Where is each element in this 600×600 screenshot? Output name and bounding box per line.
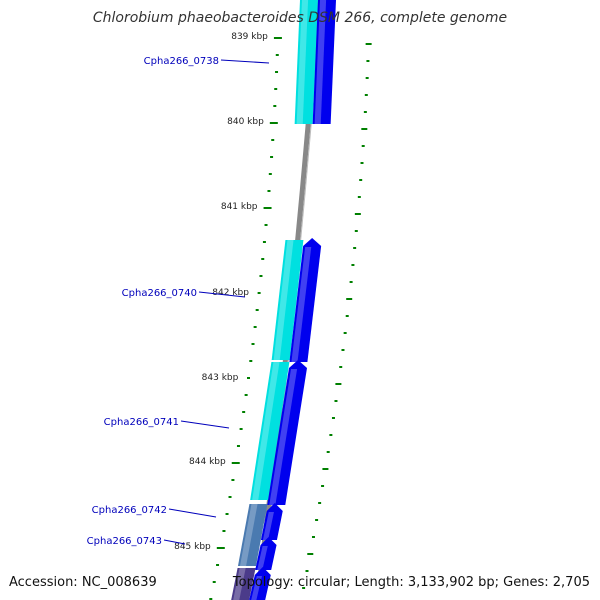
cds-forward xyxy=(255,537,277,570)
cds-forward xyxy=(289,238,322,362)
gene-leader-line xyxy=(220,59,270,64)
outer-tick-marks xyxy=(302,43,372,589)
cds-reverse-shade xyxy=(296,0,309,124)
gene-leader-line xyxy=(163,539,186,545)
cds-reverse xyxy=(294,0,318,124)
cds-forward xyxy=(249,567,271,600)
cds-reverse-shade xyxy=(239,504,258,566)
cds-forward-shade xyxy=(251,576,262,600)
ruler-label: 840 kbp xyxy=(227,117,264,127)
cds-reverse xyxy=(231,568,256,600)
ruler-labels: 839 kbp 840 kbp 841 kbp 842 kbp 843 kbp 844 k… xyxy=(174,32,268,552)
ruler-label: 841 kbp xyxy=(221,202,258,212)
cds-reverse-shade xyxy=(273,240,294,360)
gene-label: Cpha266_0742 xyxy=(92,505,167,516)
cds-reverse xyxy=(250,362,290,500)
gene-label: Cpha266_0741 xyxy=(104,417,179,428)
ruler-label: 845 kbp xyxy=(174,542,211,552)
cds-forward-shade xyxy=(269,369,298,505)
cds-forward xyxy=(260,503,283,540)
cds-forward xyxy=(267,360,308,505)
topology-text: Topology: circular; Length: 3,133,902 bp… xyxy=(232,575,590,590)
gene-label: Cpha266_0740 xyxy=(122,288,197,299)
cds-forward-shade xyxy=(262,512,274,540)
cds-features xyxy=(231,0,336,600)
cds-forward-shade xyxy=(291,247,312,362)
map-title: Chlorobium phaeobacteroides DSM 266, com… xyxy=(92,10,508,26)
cds-reverse-shade xyxy=(252,362,280,500)
gene-labels: Cpha266_0738 Cpha266_0740 Cpha266_0741 Cpha… xyxy=(87,56,270,547)
inner-tick-marks xyxy=(209,37,282,600)
gene-label: Cpha266_0743 xyxy=(87,536,162,547)
gene-label: Cpha266_0738 xyxy=(144,56,219,67)
ruler-label: 839 kbp xyxy=(231,32,268,42)
cds-reverse xyxy=(237,504,268,566)
cds-forward xyxy=(312,0,336,124)
ruler-label: 843 kbp xyxy=(202,373,239,383)
ruler-label: 844 kbp xyxy=(189,457,226,467)
cds-forward-shade xyxy=(257,546,268,570)
cds-forward-shade xyxy=(314,0,327,124)
ruler-label: 842 kbp xyxy=(212,288,249,298)
accession-text: Accession: NC_008639 xyxy=(9,575,157,590)
cds-reverse xyxy=(271,240,304,360)
gene-leader-line xyxy=(198,291,246,298)
gene-leader-line xyxy=(168,508,217,518)
gene-leader-line xyxy=(180,420,230,429)
cds-reverse-shade xyxy=(233,568,246,600)
